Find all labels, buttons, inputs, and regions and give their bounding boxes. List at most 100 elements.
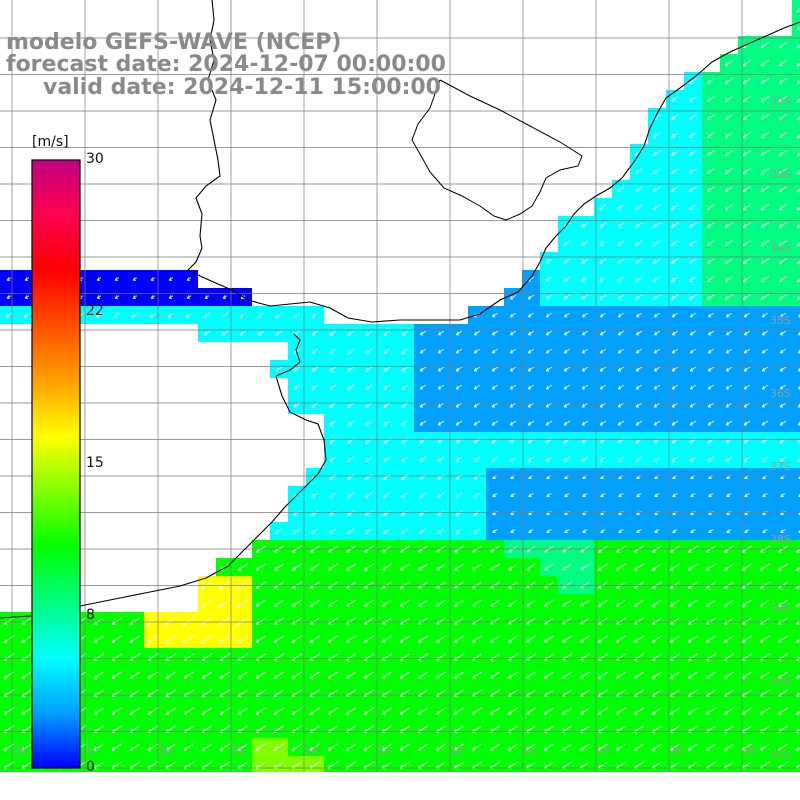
- wind-arrow: [255, 563, 266, 571]
- wind-arrow: [24, 277, 30, 281]
- wind-arrow: [708, 529, 714, 533]
- wind-arrow: [471, 671, 482, 679]
- wind-arrow: [544, 635, 554, 643]
- wind-arrow: [689, 420, 697, 426]
- wind-arrow: [75, 779, 87, 787]
- wind-arrow: [581, 240, 589, 246]
- wind-arrow: [419, 492, 427, 498]
- wind-arrow: [472, 563, 482, 571]
- wind-arrow: [653, 168, 661, 174]
- colorbar-tick-30: 30: [86, 151, 104, 167]
- lon-label: 55: [231, 744, 245, 757]
- wind-cell: [792, 558, 800, 576]
- wind-arrow: [563, 420, 571, 426]
- wind-arrow: [454, 599, 464, 607]
- wind-arrow: [761, 384, 769, 390]
- wind-arrow: [544, 599, 554, 607]
- wind-arrow: [273, 779, 285, 787]
- wind-arrow: [635, 330, 643, 336]
- wind-arrow: [544, 671, 554, 679]
- wind-arrow: [5, 312, 13, 318]
- wind-arrow: [273, 743, 285, 751]
- wind-arrow: [563, 384, 571, 390]
- wind-arrow: [365, 348, 373, 354]
- wind-arrow: [581, 348, 589, 354]
- wind-arrow: [293, 366, 301, 372]
- wind-arrow: [453, 779, 465, 787]
- wind-arrow: [563, 330, 571, 336]
- wind-cell: [792, 756, 800, 774]
- wind-arrow: [455, 456, 463, 462]
- lon-label: 56: [158, 744, 172, 757]
- wind-arrow: [383, 330, 391, 336]
- wind-arrow: [275, 366, 283, 372]
- wind-arrow: [635, 456, 643, 462]
- wind-arrow: [725, 330, 733, 336]
- wind-arrow: [796, 80, 800, 85]
- wind-arrow: [778, 275, 788, 283]
- wind-arrow: [526, 563, 536, 571]
- wind-arrow: [581, 312, 589, 318]
- wind-arrow: [760, 60, 770, 67]
- wind-arrow: [436, 635, 446, 643]
- wind-arrow: [706, 240, 715, 246]
- wind-arrow: [742, 78, 752, 84]
- wind-arrow: [419, 366, 427, 372]
- wind-arrow: [383, 474, 391, 480]
- wind-arrow: [563, 456, 571, 462]
- wind-arrow: [363, 617, 374, 625]
- wind-arrow: [510, 511, 516, 515]
- wind-arrow: [399, 743, 411, 751]
- wind-arrow: [672, 511, 678, 515]
- wind-arrow: [255, 707, 267, 715]
- wind-arrow: [507, 707, 518, 715]
- wind-arrow: [365, 456, 373, 462]
- wind-arrow: [723, 743, 734, 751]
- coastline-west-land: [187, 0, 460, 323]
- wind-arrow: [417, 635, 428, 643]
- wind-arrow: [146, 634, 160, 644]
- wind-arrow: [200, 616, 214, 626]
- wind-arrow: [597, 671, 608, 679]
- wind-arrow: [528, 511, 534, 515]
- wind-arrow: [273, 599, 285, 607]
- wind-arrow: [580, 635, 590, 643]
- wind-arrow: [473, 474, 481, 480]
- wind-arrow: [255, 599, 267, 607]
- wind-arrow: [597, 743, 608, 751]
- lon-label: 52: [450, 744, 464, 757]
- wind-arrow: [182, 634, 196, 644]
- wind-arrow: [490, 617, 500, 625]
- wind-arrow: [311, 312, 319, 318]
- wind-arrow: [546, 511, 552, 515]
- wind-arrow: [581, 420, 589, 426]
- wind-arrow: [760, 258, 770, 265]
- wind-arrow: [617, 186, 625, 192]
- wind-arrow: [149, 312, 157, 318]
- wind-cell: [792, 378, 800, 396]
- wind-arrow: [365, 528, 373, 534]
- wind-arrow: [473, 366, 481, 372]
- wind-arrow: [597, 779, 608, 787]
- wind-arrow: [528, 493, 534, 497]
- wind-arrow: [437, 528, 445, 534]
- wind-arrow: [706, 78, 715, 84]
- wind-arrow: [599, 312, 607, 318]
- wind-arrow: [419, 348, 427, 354]
- wind-cell: [792, 576, 800, 594]
- wind-arrow: [795, 548, 800, 553]
- wind-arrow: [795, 638, 800, 643]
- wind-arrow: [183, 743, 195, 751]
- wind-arrow: [651, 563, 662, 571]
- wind-arrow: [346, 563, 356, 571]
- wind-arrow: [167, 312, 175, 318]
- wind-arrow: [273, 635, 285, 643]
- wind-arrow: [777, 635, 788, 643]
- wind-arrow: [365, 420, 373, 426]
- wind-arrow: [400, 563, 410, 571]
- wind-cell: [792, 684, 800, 702]
- wind-cell: [792, 648, 800, 666]
- wind-arrow: [563, 294, 571, 300]
- wind-arrow: [796, 44, 800, 49]
- wind-arrow: [383, 348, 391, 354]
